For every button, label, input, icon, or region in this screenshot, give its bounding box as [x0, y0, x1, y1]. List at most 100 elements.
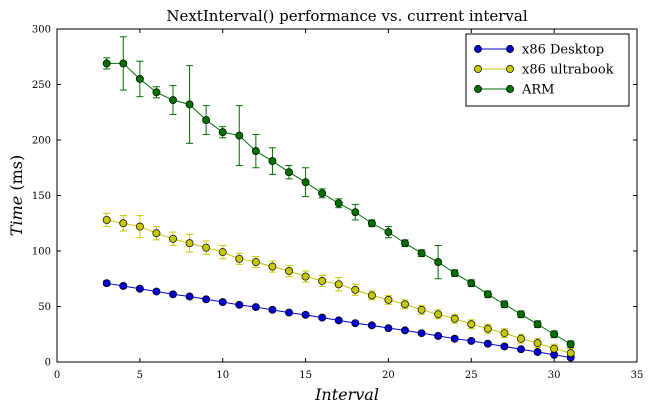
x86-desktop-point — [169, 290, 177, 299]
y-tick-label: 100 — [32, 247, 51, 258]
x86-ultrabook-point — [450, 314, 459, 323]
x-tick-label: 15 — [299, 370, 312, 381]
x86-desktop-point — [500, 342, 509, 351]
x86-desktop-point — [533, 348, 542, 356]
x86-desktop-point — [483, 339, 492, 348]
x86-desktop-point — [434, 331, 443, 340]
arm-point — [202, 116, 211, 124]
x-tick-label: 30 — [548, 370, 561, 381]
legend-marker-x86-desktop — [474, 45, 482, 53]
legend-marker-x86-ultrabook — [474, 65, 482, 73]
arm-point — [467, 279, 476, 288]
arm-point — [301, 178, 310, 187]
arm-point — [533, 320, 542, 329]
legend-label-x86-desktop: x86 Desktop — [522, 43, 604, 58]
legend-marker-arm — [474, 85, 482, 93]
x-tick-label: 20 — [382, 370, 395, 381]
arm-point — [434, 258, 443, 267]
legend-marker-x86-desktop — [506, 45, 514, 53]
x-tick-label: 0 — [54, 370, 60, 381]
x86-desktop-point — [301, 310, 310, 319]
arm-point — [102, 59, 111, 68]
x86-ultrabook-point — [517, 334, 525, 343]
legend-box — [465, 33, 630, 107]
arm-point — [152, 88, 161, 97]
arm-point — [367, 219, 376, 228]
arm-point — [169, 96, 177, 104]
x86-desktop-point — [334, 316, 343, 325]
arm-point — [318, 189, 327, 198]
x86-desktop-point — [318, 313, 327, 322]
x86-desktop-point — [467, 336, 476, 345]
x86-desktop-point — [185, 292, 194, 301]
x86-ultrabook-point — [301, 272, 310, 281]
y-axis-label-main: Time — [7, 196, 26, 236]
x86-ultrabook-point — [251, 258, 260, 267]
arm-point — [483, 290, 492, 299]
arm-point — [135, 74, 144, 83]
x86-ultrabook-point — [467, 320, 476, 329]
arm-point — [550, 330, 559, 339]
x86-ultrabook-point — [384, 295, 393, 304]
x86-desktop-point — [152, 287, 161, 296]
x86-desktop-point — [367, 321, 376, 330]
x86-ultrabook-point — [235, 254, 244, 263]
x-tick-label: 35 — [631, 370, 644, 381]
x-tick-label: 10 — [216, 370, 229, 381]
legend-label-x86-ultrabook: x86 ultrabook — [522, 63, 614, 78]
x86-ultrabook-point — [285, 267, 293, 275]
y-tick-label: 150 — [32, 191, 51, 202]
x86-ultrabook-point — [334, 280, 343, 289]
x86-desktop-point — [417, 329, 426, 338]
axis-ticks: 0 5 10 15 20 25 30 35 0 50 100 150 200 250 300 — [32, 25, 643, 382]
x86-ultrabook-point — [102, 215, 111, 224]
x86-ultrabook-point — [401, 300, 409, 309]
x86-desktop-point — [450, 334, 459, 343]
x86-desktop-point — [102, 279, 111, 288]
x86-ultrabook-point — [218, 248, 227, 257]
x86-ultrabook-point — [367, 291, 376, 300]
arm-point — [268, 157, 277, 166]
x86-ultrabook-point — [533, 339, 542, 348]
x86-ultrabook-point — [417, 305, 426, 314]
arm-point — [517, 310, 525, 319]
x86-desktop-point — [218, 298, 227, 307]
x-tick-label: 5 — [137, 370, 143, 381]
y-tick-label: 0 — [45, 358, 51, 369]
x86-ultrabook-point — [202, 243, 211, 252]
x86-ultrabook-point — [483, 324, 492, 333]
arm-point — [500, 300, 509, 309]
x86-ultrabook-point — [318, 277, 327, 285]
x86-desktop-point — [285, 308, 293, 317]
x86-ultrabook-point — [268, 262, 277, 271]
y-axis-label-unit: (ms) — [7, 155, 26, 196]
x86-desktop-point — [517, 345, 525, 354]
arm-point — [384, 228, 393, 237]
x86-ultrabook-point — [566, 349, 575, 358]
x86-ultrabook-point — [152, 229, 161, 238]
y-tick-label: 200 — [32, 136, 51, 147]
x86-desktop-point — [384, 324, 393, 333]
x86-ultrabook-point — [434, 310, 443, 319]
x86-desktop-point — [268, 305, 277, 314]
chart-title: NextInterval() performance vs. current i… — [166, 7, 528, 25]
x86-ultrabook-point — [169, 234, 177, 243]
x86-desktop-point — [351, 319, 360, 328]
x86-desktop-point — [251, 303, 260, 312]
x86-desktop-point — [135, 284, 144, 293]
arm-point — [401, 239, 409, 248]
arm-point — [251, 147, 260, 156]
arm-point — [450, 269, 459, 278]
arm-point — [218, 128, 227, 137]
legend-marker-x86-ultrabook — [506, 65, 514, 73]
x86-ultrabook-point — [351, 285, 360, 294]
x86-desktop-point — [235, 300, 244, 309]
series-layer — [102, 59, 575, 362]
y-tick-label: 300 — [32, 25, 51, 36]
arm-point — [235, 131, 244, 140]
y-tick-label: 50 — [38, 302, 51, 313]
y-axis-label: Time (ms) — [7, 155, 26, 236]
arm-point — [119, 59, 128, 68]
x86-ultrabook-point — [185, 239, 194, 248]
